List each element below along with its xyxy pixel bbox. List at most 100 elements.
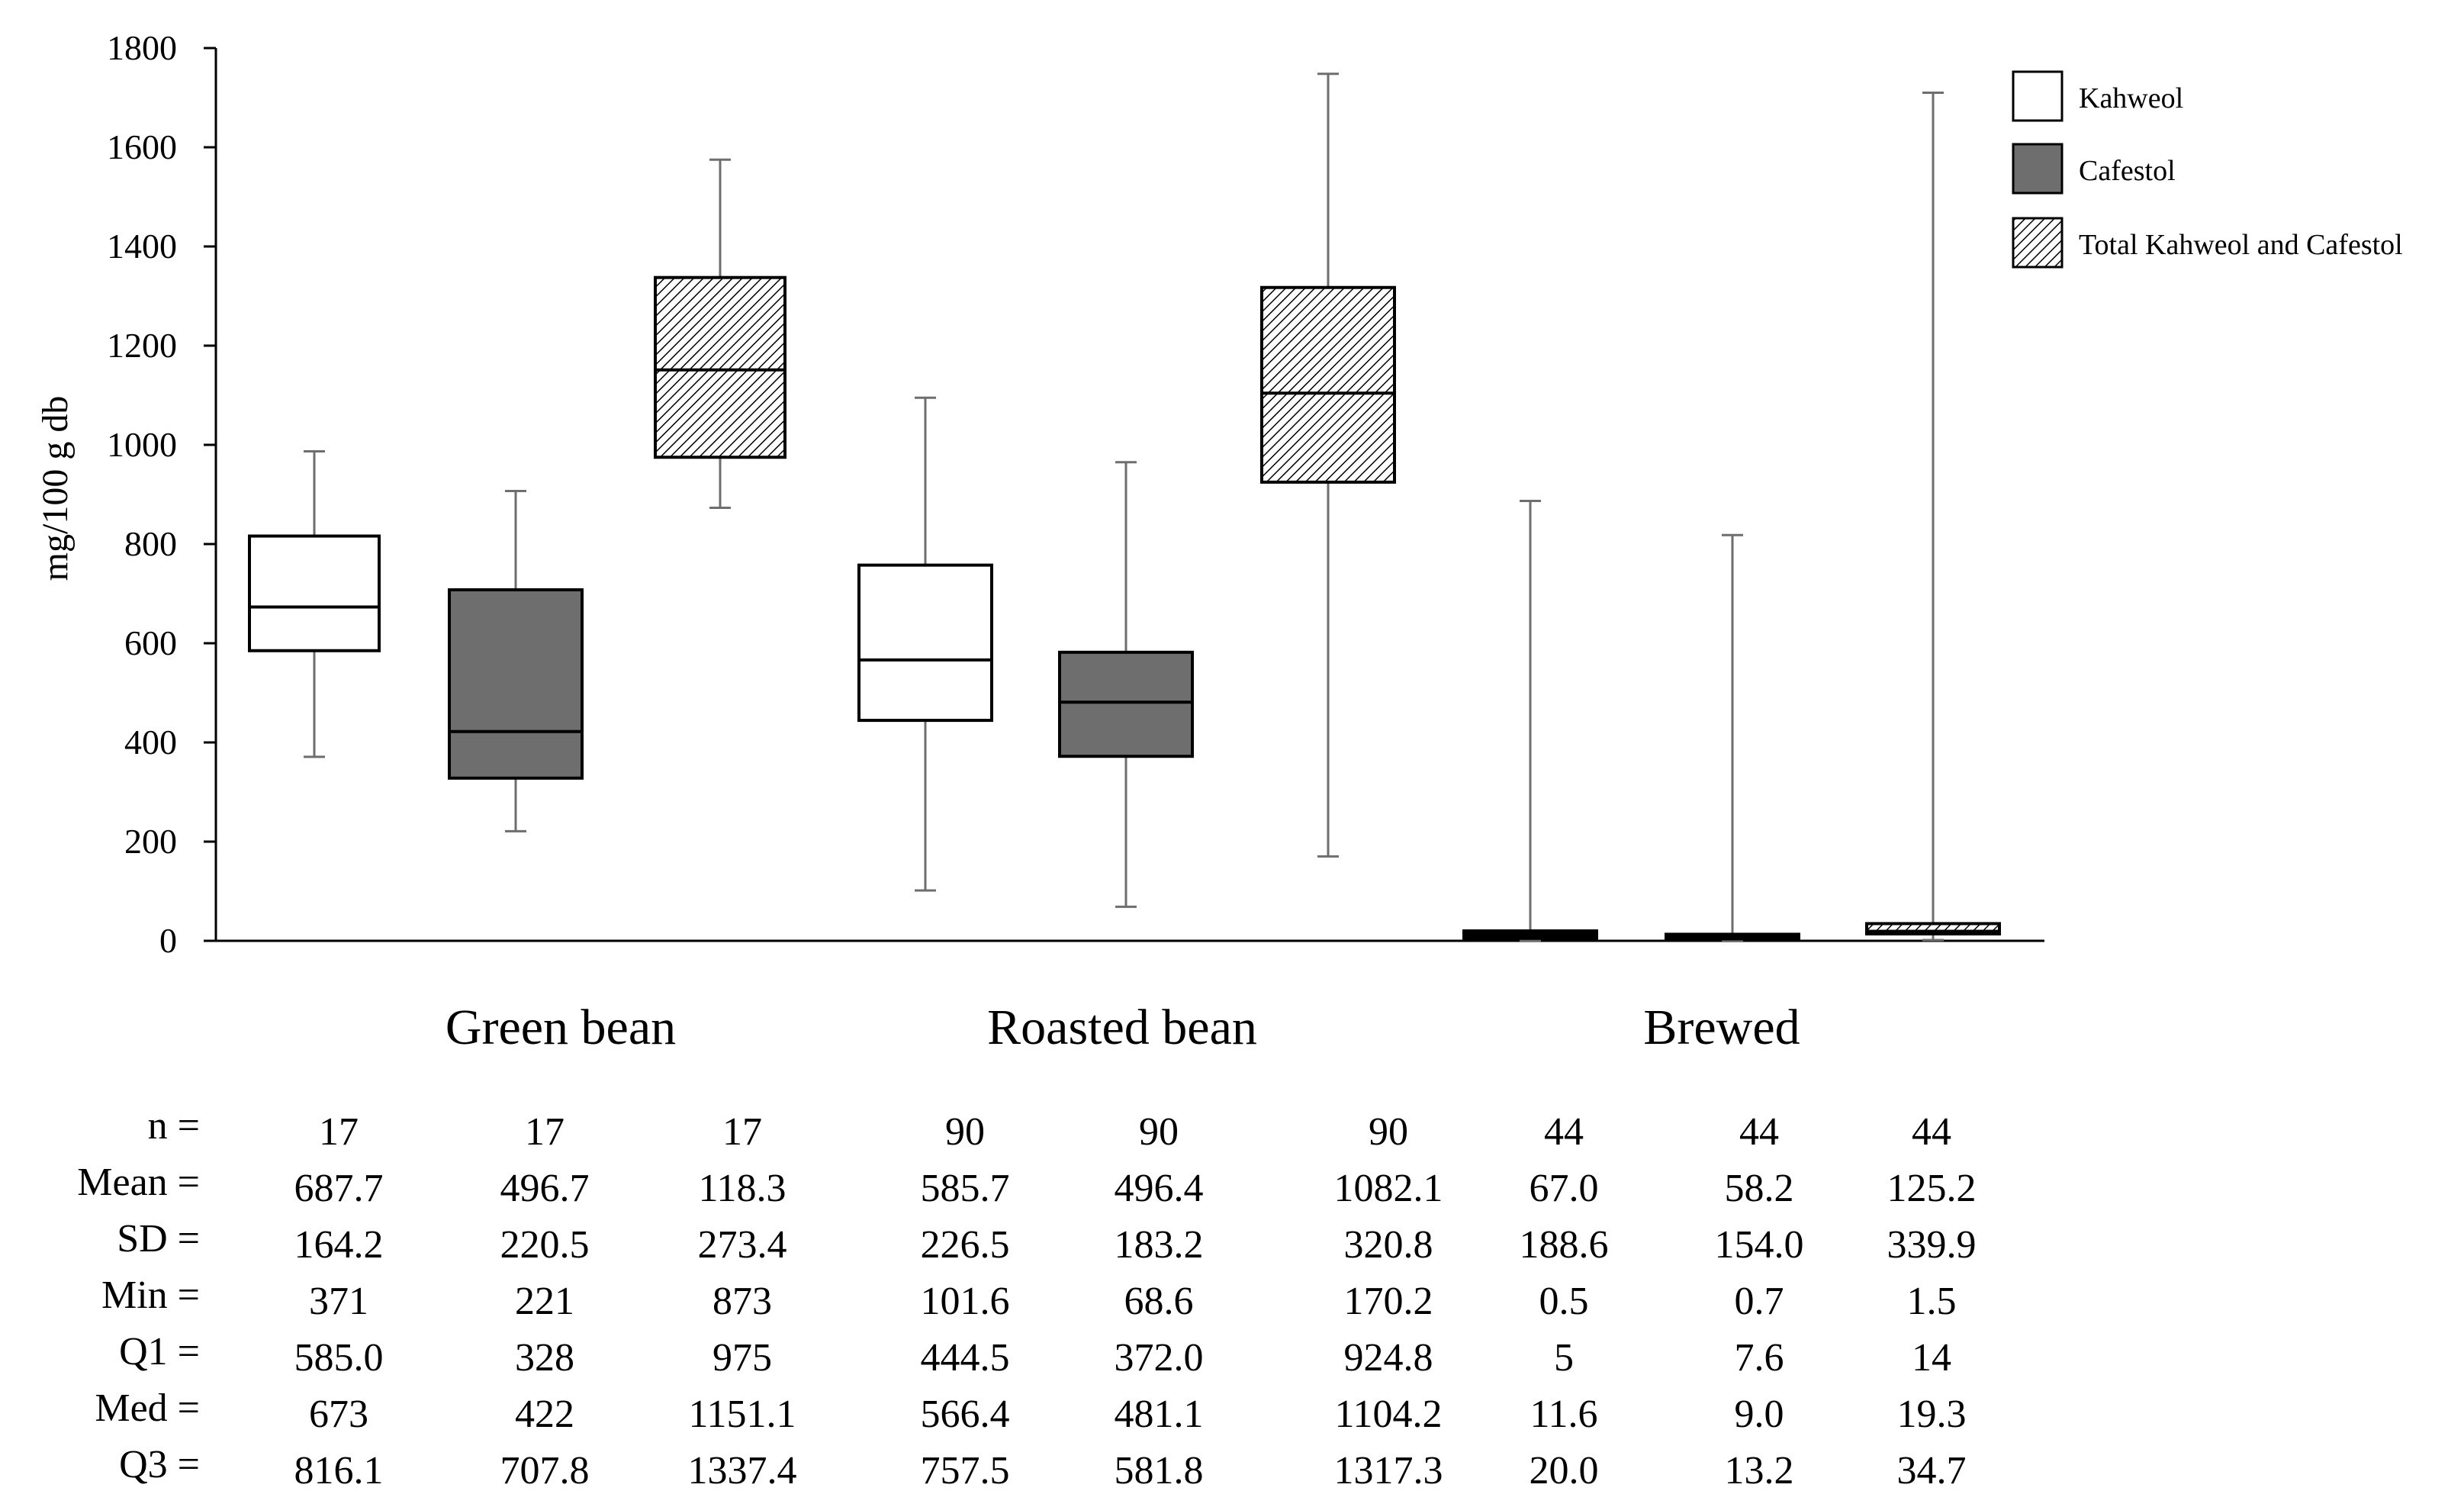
group-label-green-bean: Green bean xyxy=(446,1000,676,1055)
box-iqr xyxy=(248,534,381,652)
stat-row-label: Min = xyxy=(101,1274,200,1317)
boxes xyxy=(248,72,2001,942)
stat-cell: 1337.4 xyxy=(688,1449,797,1493)
stat-cell: 34.7 xyxy=(1897,1449,1967,1493)
y-tick-label: 1200 xyxy=(107,326,177,365)
stat-cell: 154.0 xyxy=(1715,1223,1804,1267)
stat-cell: 101.6 xyxy=(921,1280,1010,1323)
box-roasted-bean-cafestol xyxy=(1058,461,1194,908)
stat-cell: 183.2 xyxy=(1115,1223,1204,1267)
box-iqr xyxy=(1260,285,1396,484)
stat-cell: 17 xyxy=(525,1110,565,1154)
box-brewed-total xyxy=(1865,92,2001,942)
box-green-bean-kahweol xyxy=(248,449,381,758)
group-label-brewed: Brewed xyxy=(1643,1000,1800,1055)
stat-cell: 17 xyxy=(722,1110,762,1154)
stat-cell: 372.0 xyxy=(1115,1336,1204,1380)
stat-row-label: Mean = xyxy=(77,1161,200,1204)
y-tick-label: 1000 xyxy=(107,425,177,464)
y-tick-label: 1400 xyxy=(107,227,177,266)
stat-cell: 17 xyxy=(319,1110,359,1154)
stat-cell: 1.5 xyxy=(1907,1280,1957,1323)
stat-cell: 975 xyxy=(713,1336,772,1380)
stat-cell: 481.1 xyxy=(1115,1393,1204,1436)
stat-cell: 339.9 xyxy=(1887,1223,1977,1267)
stat-cell: 1151.1 xyxy=(688,1393,796,1436)
stat-cell: 58.2 xyxy=(1725,1167,1794,1210)
stat-cell: 14 xyxy=(1912,1336,1951,1380)
stat-row-label: Med = xyxy=(95,1386,200,1430)
legend-swatch-2 xyxy=(2012,143,2064,195)
y-tick-label: 0 xyxy=(159,921,177,960)
stat-cell: 816.1 xyxy=(294,1449,384,1493)
legend: Kahweol Cafestol Total Kahweol and Cafesto… xyxy=(2012,70,2403,269)
stat-cell: 1317.3 xyxy=(1334,1449,1443,1493)
stat-cell: 226.5 xyxy=(921,1223,1010,1267)
stat-cell: 757.5 xyxy=(921,1449,1010,1493)
box-brewed-kahweol xyxy=(1462,499,1598,942)
y-tick-label: 800 xyxy=(124,524,177,563)
box-iqr xyxy=(1058,650,1194,758)
box-brewed-cafestol xyxy=(1665,533,1800,942)
y-axis-label: mg/100 g db xyxy=(35,396,76,581)
stat-row-label: SD = xyxy=(117,1217,200,1261)
box-green-bean-total xyxy=(654,158,786,510)
group-label-roasted-bean: Roasted bean xyxy=(987,1000,1257,1055)
stat-cell: 1104.2 xyxy=(1334,1393,1442,1436)
stat-cell: 44 xyxy=(1912,1110,1951,1154)
y-tick-label: 400 xyxy=(124,723,177,762)
box-roasted-bean-kahweol xyxy=(857,396,993,892)
legend-label-3: Total Kahweol and Cafestol xyxy=(2079,229,2403,261)
group-labels: Green bean Roasted bean Brewed xyxy=(446,1000,1800,1055)
stat-cell: 11.6 xyxy=(1530,1393,1597,1436)
stat-cell: 585.0 xyxy=(294,1336,384,1380)
stat-cell: 90 xyxy=(1369,1110,1408,1154)
stat-cell: 170.2 xyxy=(1344,1280,1433,1323)
axes: 0 200 400 600 800 1000 1200 1400 1600 1800 xyxy=(107,28,2044,960)
stat-cell: 371 xyxy=(309,1280,368,1323)
stat-cell: 581.8 xyxy=(1115,1449,1204,1493)
stat-cell: 13.2 xyxy=(1725,1449,1794,1493)
box-iqr xyxy=(857,563,993,723)
legend-label-1: Kahweol xyxy=(2079,82,2183,114)
stat-cell: 90 xyxy=(945,1110,985,1154)
stat-cell: 19.3 xyxy=(1897,1393,1967,1436)
stat-cell: 496.4 xyxy=(1115,1167,1204,1210)
stat-cell: 188.6 xyxy=(1520,1223,1609,1267)
stat-cell: 0.7 xyxy=(1735,1280,1784,1323)
stat-cell: 67.0 xyxy=(1530,1167,1599,1210)
stat-cell: 673 xyxy=(309,1393,368,1436)
stat-cell: 585.7 xyxy=(921,1167,1010,1210)
stat-cell: 273.4 xyxy=(698,1223,787,1267)
stat-cell: 9.0 xyxy=(1735,1393,1784,1436)
stats-table: n = Mean = SD = Min = Q1 = Med = Q3 = 17 687.7 16… xyxy=(77,1104,1976,1493)
stat-cell: 118.3 xyxy=(698,1167,786,1210)
y-tick-label: 1800 xyxy=(107,28,177,67)
legend-swatch-3 xyxy=(2012,217,2064,269)
stat-cell: 5 xyxy=(1554,1336,1574,1380)
stat-cell: 320.8 xyxy=(1344,1223,1433,1267)
stat-cell: 1082.1 xyxy=(1334,1167,1443,1210)
stat-cell: 328 xyxy=(515,1336,574,1380)
stat-cell: 444.5 xyxy=(921,1336,1010,1380)
stat-row-label: n = xyxy=(148,1104,200,1148)
box-iqr xyxy=(654,275,786,459)
stat-cell: 44 xyxy=(1544,1110,1584,1154)
stat-cell: 422 xyxy=(515,1393,574,1436)
y-tick-label: 600 xyxy=(124,623,177,662)
stat-cell: 7.6 xyxy=(1735,1336,1784,1380)
box-roasted-bean-total xyxy=(1260,72,1396,858)
stat-cell: 20.0 xyxy=(1530,1449,1599,1493)
stat-row-label: Q3 = xyxy=(119,1443,200,1486)
y-tick-label: 1600 xyxy=(107,127,177,166)
legend-label-2: Cafestol xyxy=(2079,155,2176,187)
stat-cell: 707.8 xyxy=(500,1449,590,1493)
stat-cell: 164.2 xyxy=(294,1223,384,1267)
box-green-bean-cafestol xyxy=(448,489,584,832)
stat-cell: 125.2 xyxy=(1887,1167,1977,1210)
stat-cell: 566.4 xyxy=(921,1393,1010,1436)
box-iqr xyxy=(448,588,584,780)
stat-cell: 221 xyxy=(515,1280,574,1323)
stat-cell: 90 xyxy=(1139,1110,1179,1154)
